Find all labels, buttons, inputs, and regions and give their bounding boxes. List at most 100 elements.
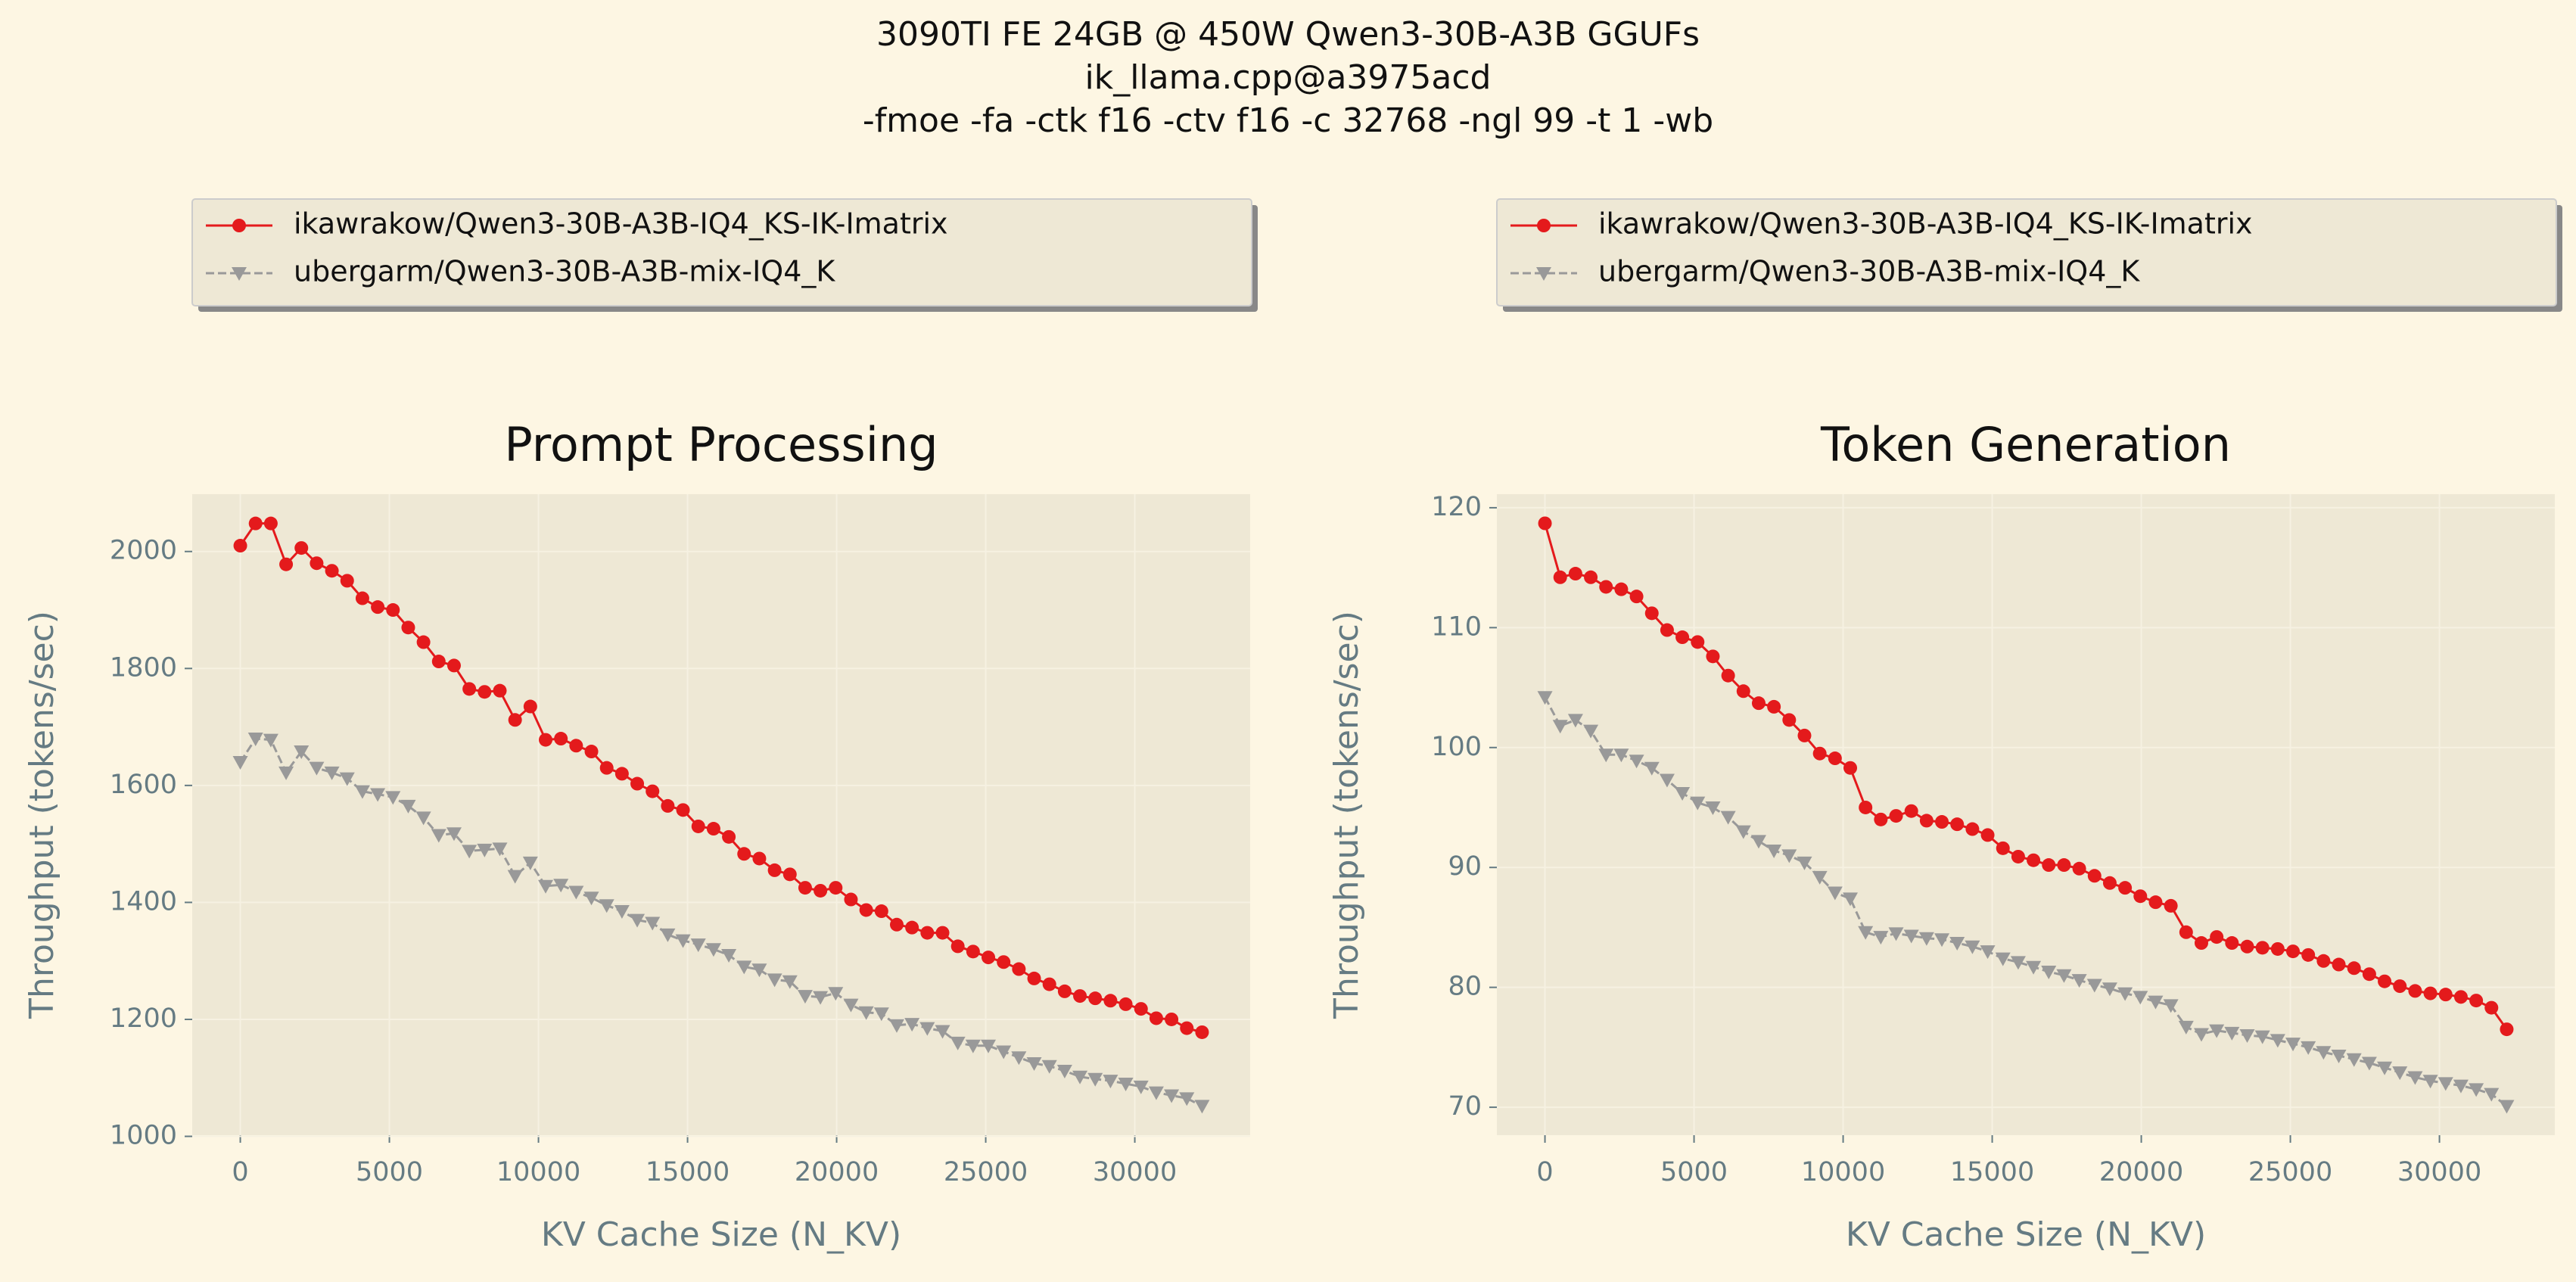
marker [1072, 1070, 1088, 1084]
marker [2423, 986, 2438, 1000]
marker [2071, 974, 2087, 988]
marker [539, 733, 553, 747]
marker [263, 516, 278, 531]
marker [1659, 773, 1675, 788]
marker [2163, 999, 2179, 1013]
marker [507, 870, 523, 884]
y-tick-label: 110 [1431, 611, 1482, 642]
marker [691, 819, 705, 833]
marker [1858, 926, 1874, 940]
y-tick-label: 1200 [110, 1004, 177, 1034]
marker [1598, 748, 1614, 763]
marker [1812, 746, 1827, 761]
legend-label: ikawrakow/Qwen3-30B-A3B-IQ4_KS-IK-Imatri… [1598, 207, 2253, 241]
marker [355, 591, 369, 605]
marker [2270, 941, 2285, 956]
marker [2484, 1088, 2500, 1102]
marker [1766, 845, 1782, 859]
y-tick-label: 90 [1448, 851, 1482, 882]
marker [248, 516, 263, 531]
legend-label: ubergarm/Qwen3-30B-A3B-mix-IQ4_K [1598, 255, 2140, 288]
marker [431, 655, 446, 669]
marker [1537, 691, 1553, 705]
marker [1750, 835, 1766, 849]
marker [583, 891, 599, 906]
marker [1026, 1056, 1042, 1071]
marker [2407, 1071, 2423, 1085]
marker [1812, 870, 1828, 885]
chart-title: Token Generation [1820, 417, 2231, 472]
marker [2133, 889, 2148, 904]
y-tick-label: 1000 [110, 1121, 177, 1151]
marker [829, 881, 843, 895]
marker [431, 829, 446, 843]
marker [2484, 1000, 2499, 1015]
marker [721, 948, 737, 963]
marker [339, 772, 355, 786]
marker [873, 1007, 889, 1022]
plot-area [1497, 494, 2555, 1135]
marker [1995, 952, 2011, 966]
marker [2361, 1056, 2377, 1071]
x-axis-label: KV Cache Size (N_KV) [541, 1215, 901, 1254]
marker [889, 917, 904, 932]
marker [554, 732, 568, 746]
marker [858, 1006, 874, 1020]
marker [1903, 929, 1919, 944]
marker [294, 541, 309, 555]
marker [1584, 570, 1598, 584]
y-tick-label: 70 [1448, 1091, 1482, 1122]
marker [1180, 1021, 1194, 1035]
marker [1705, 801, 1721, 815]
marker [2102, 982, 2117, 997]
marker [2453, 990, 2468, 1004]
marker [538, 879, 554, 894]
marker [247, 733, 263, 747]
marker [614, 905, 630, 919]
marker [1996, 841, 2010, 855]
marker [1874, 812, 1888, 826]
marker [1538, 516, 1552, 531]
y-tick-label: 2000 [110, 536, 177, 566]
marker [325, 564, 339, 578]
marker [2408, 984, 2422, 998]
marker [844, 892, 858, 907]
marker [1751, 696, 1766, 711]
marker [935, 1025, 950, 1039]
marker [1118, 997, 1133, 1011]
y-tick-label: 80 [1448, 972, 1482, 1002]
marker [415, 811, 431, 826]
marker [1103, 994, 1118, 1008]
marker [2255, 941, 2270, 955]
marker [1568, 567, 1582, 581]
marker [2057, 858, 2071, 873]
marker [1721, 668, 1735, 683]
marker [2438, 1077, 2453, 1091]
marker [2133, 991, 2148, 1005]
marker [1736, 684, 1750, 699]
marker [2254, 1030, 2270, 1044]
marker [2026, 960, 2042, 975]
legend-marker [1536, 267, 1551, 281]
legend-label: ubergarm/Qwen3-30B-A3B-mix-IQ4_K [294, 255, 835, 288]
marker [1934, 933, 1950, 947]
marker [1782, 713, 1797, 727]
series-line [1544, 523, 2508, 1030]
marker [751, 963, 767, 978]
marker [2438, 988, 2453, 1002]
marker [2316, 1046, 2332, 1060]
marker [1599, 580, 1613, 594]
marker [493, 683, 507, 698]
marker [1644, 606, 1659, 621]
plot-area [192, 494, 1250, 1135]
marker [690, 938, 706, 953]
marker [1118, 1077, 1134, 1091]
marker [1797, 728, 1812, 742]
legend-label: ikawrakow/Qwen3-30B-A3B-IQ4_KS-IK-Imatri… [294, 207, 948, 241]
marker [888, 1019, 904, 1033]
marker [2225, 936, 2239, 951]
marker [2422, 1075, 2438, 1089]
x-tick-label: 5000 [1660, 1157, 1728, 1187]
marker [370, 788, 386, 802]
